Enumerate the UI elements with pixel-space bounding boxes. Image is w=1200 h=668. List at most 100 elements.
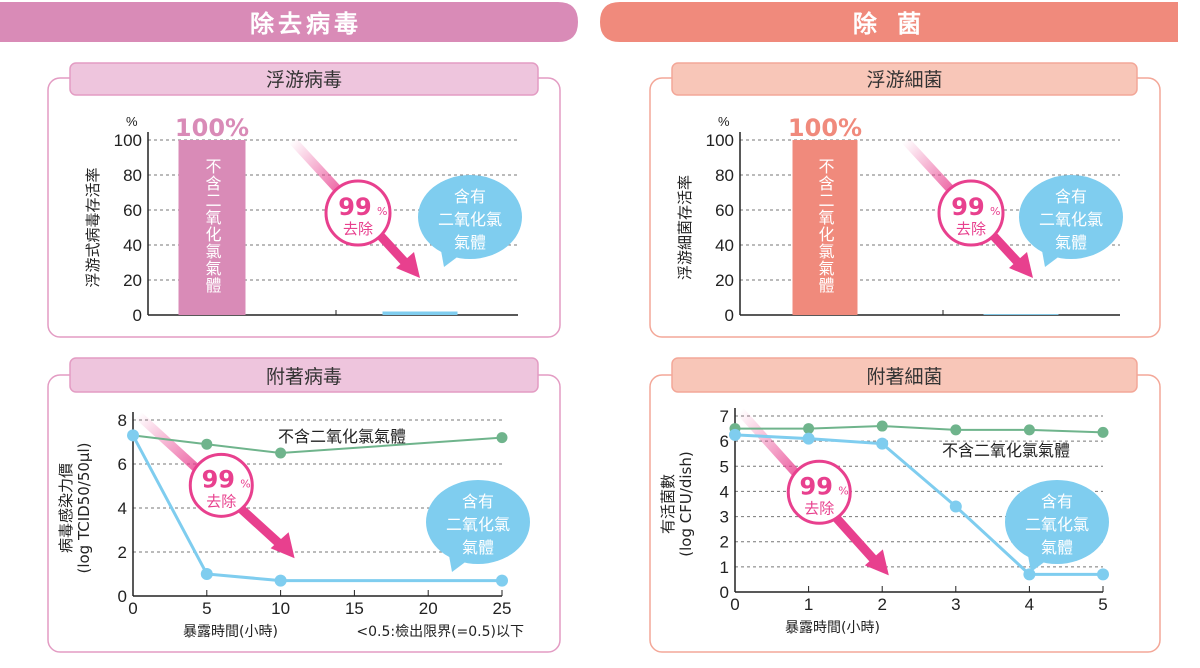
y-axis-label: 浮游式病毒存活率 bbox=[84, 167, 102, 287]
panel-title: 浮游細菌 bbox=[866, 69, 942, 91]
data-point bbox=[200, 568, 213, 580]
bar-without-chlorine-dioxide bbox=[178, 140, 246, 315]
y-tick-label: 4 bbox=[720, 482, 729, 501]
data-point bbox=[1023, 424, 1035, 436]
x-tick-label: 3 bbox=[951, 595, 960, 614]
x-tick-label: 5 bbox=[1098, 595, 1107, 614]
bubble-line: 含有 bbox=[454, 187, 486, 206]
arrow-head-icon bbox=[864, 549, 889, 576]
y-tick-label: 7 bbox=[720, 407, 729, 426]
y-tick-label: 6 bbox=[720, 432, 729, 451]
bubble-line: 氣體 bbox=[454, 233, 486, 252]
data-point bbox=[275, 447, 287, 459]
bubble-line: 二氧化氯 bbox=[438, 210, 502, 229]
y-tick-label: 2 bbox=[118, 543, 127, 562]
y-tick-label: 60 bbox=[715, 201, 734, 220]
removal-label: 去除 bbox=[956, 220, 986, 238]
removal-badge bbox=[786, 459, 852, 525]
bubble-line: 含有 bbox=[462, 492, 494, 511]
removal-pct: 99 bbox=[338, 193, 371, 221]
data-point bbox=[274, 574, 287, 587]
removal-label: 去除 bbox=[343, 220, 373, 238]
x-tick-label: 4 bbox=[1025, 595, 1034, 614]
speech-bubble-tail bbox=[448, 550, 468, 572]
y-axis-label: 浮游細菌存活率 bbox=[676, 175, 694, 280]
bubble-line: 氣體 bbox=[1055, 233, 1087, 252]
panel-title: 附著病毒 bbox=[266, 366, 342, 388]
panel-title: 附著細菌 bbox=[866, 366, 942, 388]
bubble-line: 氣體 bbox=[1041, 538, 1073, 557]
series-line-without-chlorine-dioxide bbox=[735, 425, 1104, 434]
series-label-without: 不含二氧化氯氣體 bbox=[278, 427, 406, 446]
y-axis-unit-label: (log TCID50/50μl) bbox=[75, 442, 93, 573]
y-axis-label: 有活菌數 bbox=[659, 474, 677, 534]
removal-pct-unit: % bbox=[838, 484, 848, 497]
y-axis-label: 病毒感染力價 bbox=[57, 463, 75, 553]
data-point bbox=[876, 437, 889, 450]
removal-label: 去除 bbox=[804, 499, 834, 517]
chart-0: 浮游病毒 0 20 40 60 80 100% 浮游式病毒存活率 100% 不含二氧化氯氣體 99%… bbox=[47, 62, 561, 338]
y-unit: % bbox=[718, 114, 730, 129]
data-point bbox=[1097, 426, 1109, 438]
speech-bubble bbox=[1005, 480, 1109, 564]
x-axis-label: 暴露時間(小時) bbox=[183, 624, 278, 640]
data-point bbox=[127, 429, 139, 442]
data-point bbox=[1097, 568, 1109, 581]
arrow-head-icon bbox=[270, 532, 295, 559]
panel-title-pill bbox=[69, 62, 539, 96]
y-tick-label: 0 bbox=[720, 583, 729, 602]
removal-label: 去除 bbox=[206, 492, 236, 510]
y-tick-label: 0 bbox=[133, 306, 142, 325]
x-tick-label: 0 bbox=[730, 595, 739, 614]
series-line-without-chlorine-dioxide bbox=[132, 434, 503, 455]
y-tick-label: 1 bbox=[720, 558, 729, 577]
bubble-line: 含有 bbox=[1055, 187, 1087, 206]
left-header-title: 除去病毒 bbox=[250, 10, 362, 38]
y-tick-label: 0 bbox=[118, 587, 127, 606]
data-point bbox=[729, 428, 741, 441]
arrow-head-icon bbox=[1009, 252, 1033, 278]
speech-bubble bbox=[418, 175, 522, 259]
y-tick-label: 40 bbox=[715, 236, 734, 255]
right-header-title: 除 菌 bbox=[853, 10, 927, 38]
bar-with-chlorine-dioxide bbox=[382, 311, 458, 315]
y-tick-label: 3 bbox=[720, 508, 729, 527]
speech-bubble-tail bbox=[1027, 550, 1047, 572]
removal-pct: 99 bbox=[800, 472, 833, 500]
arrow-head-icon bbox=[396, 252, 420, 278]
x-tick-label: 2 bbox=[877, 595, 886, 614]
left-header-banner bbox=[0, 2, 578, 42]
x-tick-label: 25 bbox=[493, 599, 512, 618]
data-point bbox=[949, 500, 962, 513]
bubble-line: 氣體 bbox=[462, 538, 494, 557]
data-point bbox=[802, 432, 815, 445]
x-tick-label: 5 bbox=[202, 599, 211, 618]
bubble-line: 二氧化氯 bbox=[446, 515, 510, 534]
data-point bbox=[201, 438, 213, 450]
x-tick-label: 20 bbox=[419, 599, 438, 618]
panel-title-pill bbox=[69, 357, 539, 393]
y-tick-label: 100 bbox=[114, 131, 142, 150]
y-axis-unit-label: (log CFU/dish) bbox=[677, 451, 695, 556]
x-tick-label: 0 bbox=[128, 599, 137, 618]
right-header-banner bbox=[600, 2, 1178, 42]
y-tick-label: 4 bbox=[118, 499, 127, 518]
x-tick-label: 15 bbox=[345, 599, 364, 618]
bar-value-label: 100% bbox=[175, 114, 249, 142]
data-point bbox=[496, 574, 508, 587]
removal-pct-unit: % bbox=[240, 477, 250, 490]
y-tick-label: 60 bbox=[123, 201, 142, 220]
data-point bbox=[950, 424, 962, 436]
panel-title-pill bbox=[671, 62, 1138, 96]
bar-without-chlorine-dioxide bbox=[792, 140, 858, 315]
y-tick-label: 80 bbox=[715, 166, 734, 185]
y-tick-label: 5 bbox=[720, 457, 729, 476]
bar-category-label: 不含二氧化氯氣體 bbox=[203, 158, 222, 294]
y-tick-label: 20 bbox=[123, 271, 142, 290]
bubble-line: 二氧化氯 bbox=[1025, 515, 1089, 534]
speech-bubble bbox=[1019, 175, 1123, 259]
